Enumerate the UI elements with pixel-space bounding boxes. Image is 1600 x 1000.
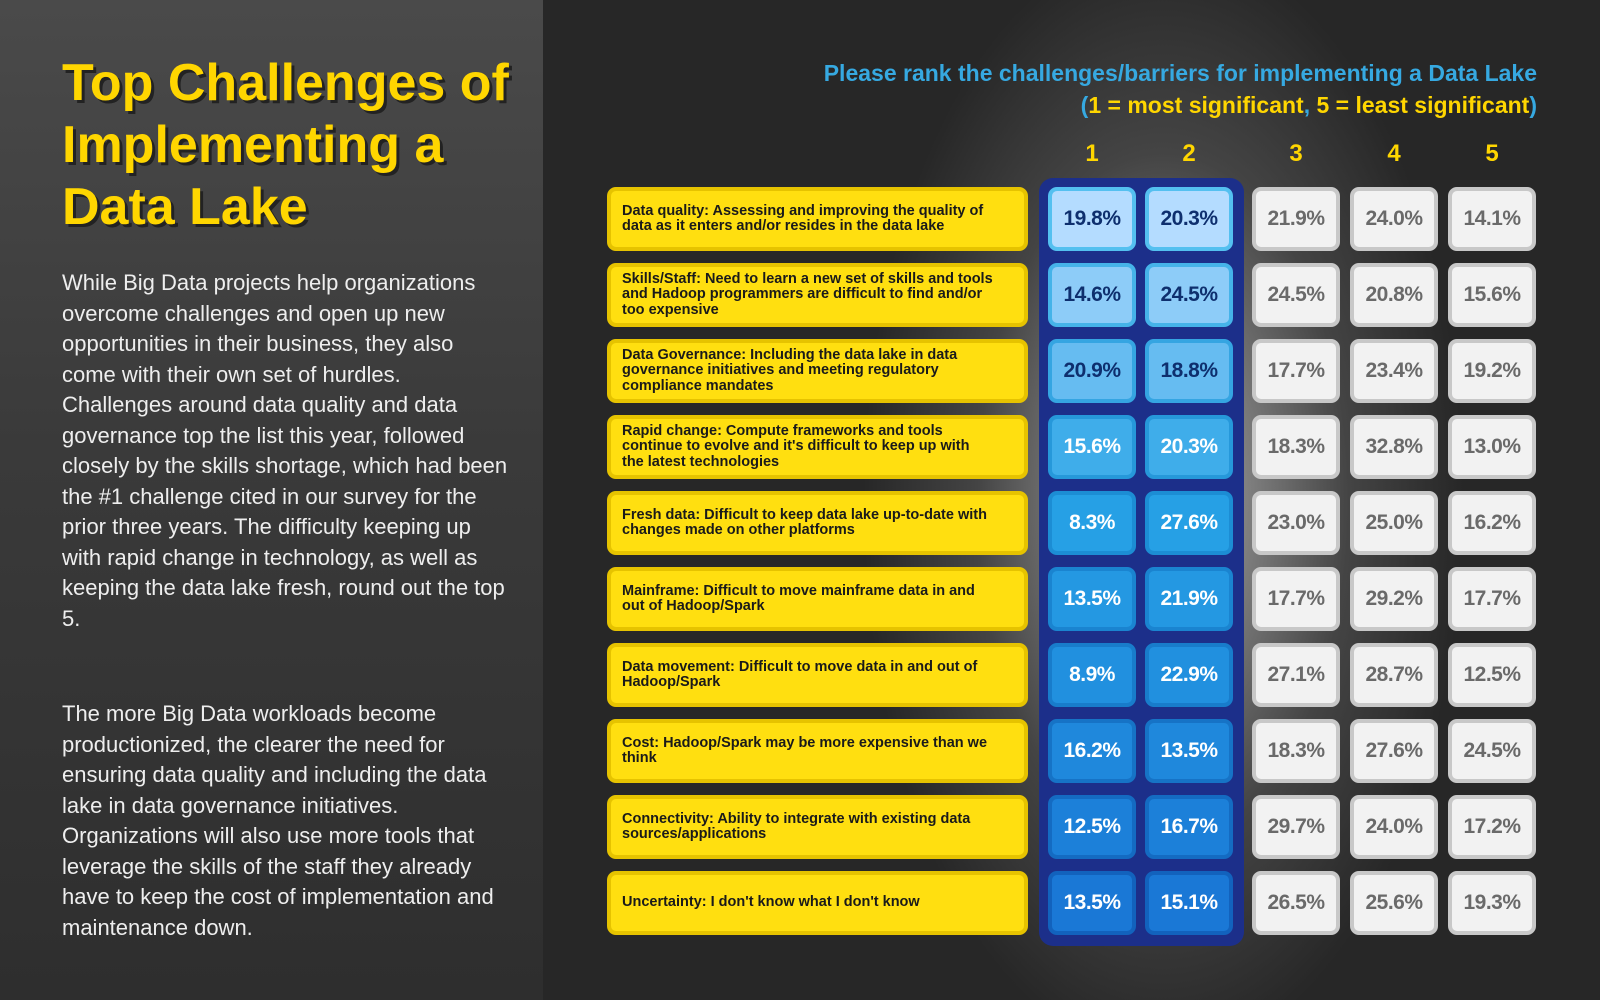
chart-title: Please rank the challenges/barriers for …	[824, 57, 1537, 121]
value-cell-rank-3: 17.7%	[1252, 567, 1340, 631]
value-cell-rank-1: 20.9%	[1048, 339, 1136, 403]
value-cell-rank-2: 21.9%	[1145, 567, 1233, 631]
value-cell-rank-5: 24.5%	[1448, 719, 1536, 783]
value-cell-rank-5: 13.0%	[1448, 415, 1536, 479]
rank-5-legend: 5 = least significant	[1316, 92, 1530, 118]
value-cell-rank-2: 20.3%	[1145, 415, 1233, 479]
challenge-label: Connectivity: Ability to integrate with …	[607, 795, 1028, 859]
value-cell-rank-2: 24.5%	[1145, 263, 1233, 327]
value-cell-rank-4: 25.6%	[1350, 871, 1438, 935]
value-cell-rank-4: 24.0%	[1350, 187, 1438, 251]
challenge-label: Data Governance: Including the data lake…	[607, 339, 1028, 403]
challenge-label: Mainframe: Difficult to move mainframe d…	[607, 567, 1028, 631]
value-cell-rank-2: 13.5%	[1145, 719, 1233, 783]
value-cell-rank-2: 15.1%	[1145, 871, 1233, 935]
intro-paragraph: While Big Data projects help organizatio…	[62, 270, 508, 631]
value-cell-rank-1: 14.6%	[1048, 263, 1136, 327]
rank-column-header-5: 5	[1485, 140, 1499, 167]
value-cell-rank-3: 21.9%	[1252, 187, 1340, 251]
challenge-label: Skills/Staff: Need to learn a new set of…	[607, 263, 1028, 327]
value-cell-rank-5: 19.3%	[1448, 871, 1536, 935]
rank-column-header-3: 3	[1289, 140, 1303, 167]
value-cell-rank-4: 32.8%	[1350, 415, 1438, 479]
value-cell-rank-2: 18.8%	[1145, 339, 1233, 403]
rank-column-header-2: 2	[1182, 140, 1196, 167]
value-cell-rank-3: 27.1%	[1252, 643, 1340, 707]
value-cell-rank-3: 17.7%	[1252, 339, 1340, 403]
challenge-label: Data movement: Difficult to move data in…	[607, 643, 1028, 707]
legend-separator: ,	[1303, 92, 1317, 118]
challenge-label: Cost: Hadoop/Spark may be more expensive…	[607, 719, 1028, 783]
paren-close: )	[1529, 92, 1537, 118]
value-cell-rank-5: 17.7%	[1448, 567, 1536, 631]
value-cell-rank-2: 20.3%	[1145, 187, 1233, 251]
value-cell-rank-5: 14.1%	[1448, 187, 1536, 251]
value-cell-rank-3: 26.5%	[1252, 871, 1340, 935]
value-cell-rank-4: 28.7%	[1350, 643, 1438, 707]
rank-column-header-1: 1	[1085, 140, 1099, 167]
value-cell-rank-1: 16.2%	[1048, 719, 1136, 783]
value-cell-rank-5: 19.2%	[1448, 339, 1536, 403]
value-cell-rank-2: 16.7%	[1145, 795, 1233, 859]
chart-title-line2: (1 = most significant, 5 = least signifi…	[824, 89, 1537, 121]
left-panel: Top Challenges of Implementing a Data La…	[0, 0, 543, 1000]
value-cell-rank-1: 13.5%	[1048, 871, 1136, 935]
chart-title-line1: Please rank the challenges/barriers for …	[823, 60, 1537, 86]
value-cell-rank-5: 12.5%	[1448, 643, 1536, 707]
value-cell-rank-5: 17.2%	[1448, 795, 1536, 859]
value-cell-rank-4: 27.6%	[1350, 719, 1438, 783]
value-cell-rank-1: 19.8%	[1048, 187, 1136, 251]
value-cell-rank-3: 29.7%	[1252, 795, 1340, 859]
value-cell-rank-2: 22.9%	[1145, 643, 1233, 707]
value-cell-rank-2: 27.6%	[1145, 491, 1233, 555]
value-cell-rank-3: 24.5%	[1252, 263, 1340, 327]
challenge-label: Uncertainty: I don't know what I don't k…	[607, 871, 1028, 935]
paren-open: (	[1080, 92, 1089, 118]
challenge-label: Data quality: Assessing and improving th…	[607, 187, 1028, 251]
value-cell-rank-1: 8.3%	[1048, 491, 1136, 555]
value-cell-rank-5: 16.2%	[1448, 491, 1536, 555]
value-cell-rank-4: 24.0%	[1350, 795, 1438, 859]
value-cell-rank-3: 18.3%	[1252, 415, 1340, 479]
value-cell-rank-1: 13.5%	[1048, 567, 1136, 631]
value-cell-rank-4: 25.0%	[1350, 491, 1438, 555]
rank-1-legend: 1 = most significant	[1088, 92, 1304, 118]
value-cell-rank-4: 23.4%	[1350, 339, 1438, 403]
value-cell-rank-4: 29.2%	[1350, 567, 1438, 631]
value-cell-rank-4: 20.8%	[1350, 263, 1438, 327]
page-title: Top Challenges of Implementing a Data La…	[62, 54, 509, 236]
value-cell-rank-1: 8.9%	[1048, 643, 1136, 707]
value-cell-rank-1: 15.6%	[1048, 415, 1136, 479]
value-cell-rank-5: 15.6%	[1448, 263, 1536, 327]
value-cell-rank-1: 12.5%	[1048, 795, 1136, 859]
challenge-label: Fresh data: Difficult to keep data lake …	[607, 491, 1028, 555]
value-cell-rank-3: 18.3%	[1252, 719, 1340, 783]
value-cell-rank-3: 23.0%	[1252, 491, 1340, 555]
challenge-label: Rapid change: Compute frameworks and too…	[607, 415, 1028, 479]
rank-column-header-4: 4	[1387, 140, 1401, 167]
outlook-paragraph: The more Big Data workloads become produ…	[62, 701, 494, 940]
